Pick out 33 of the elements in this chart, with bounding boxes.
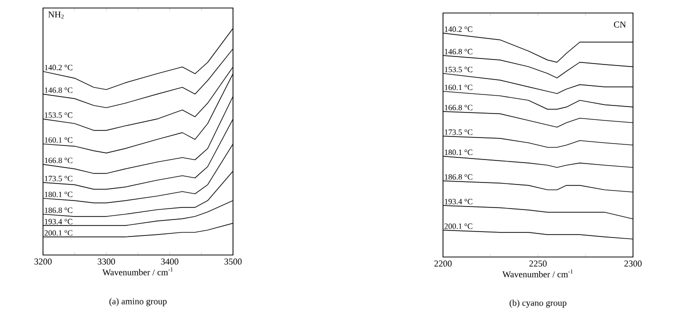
x-axis-title: Wavenumber / cm$^{-1}$	[102, 267, 173, 276]
text: NH$_{2}$	[48, 12, 64, 19]
x-tick-label: 2250	[529, 260, 547, 267]
x-tick-label: 2200	[434, 260, 452, 267]
series-label: 173.5 °C	[44, 176, 72, 182]
series-label: 140.2 °C	[44, 64, 72, 70]
text: (b) cyano group	[510, 300, 566, 308]
series-label: 193.4 °C	[444, 198, 472, 204]
x-tick-label: 2300	[624, 260, 642, 267]
text: CN	[614, 22, 626, 28]
x-tick-label: 3200	[34, 258, 52, 265]
series-label: 153.5 °C	[444, 66, 472, 72]
series-label: 140.2 °C	[444, 26, 472, 32]
series-label: 166.8 °C	[44, 158, 72, 164]
series-label: 186.8 °C	[44, 208, 72, 213]
series-label: 160.1 °C	[444, 84, 472, 90]
x-tick-label: 3300	[98, 258, 115, 265]
series-label: 173.5 °C	[444, 129, 472, 135]
series-label: 200.1 °C	[44, 230, 72, 236]
x-tick-label: 3400	[161, 258, 178, 265]
series-label: 180.1 °C	[444, 150, 472, 156]
series-label: 166.8 °C	[444, 104, 472, 110]
x-axis-title: Wavenumber / cm$^{-1}$	[502, 269, 573, 278]
series-label: 153.5 °C	[44, 112, 72, 118]
series-label: 146.8 °C	[444, 48, 472, 54]
x-tick-label: 3500	[224, 258, 242, 265]
series-label: 180.1 °C	[44, 192, 72, 198]
series-label: 146.8 °C	[44, 87, 72, 93]
series-label: 200.1 °C	[444, 223, 472, 229]
series-label: 193.4 °C	[44, 218, 72, 224]
series-label: 160.1 °C	[44, 137, 72, 143]
series-label: 186.8 °C	[444, 174, 472, 180]
text: (a) amino group	[109, 298, 167, 306]
